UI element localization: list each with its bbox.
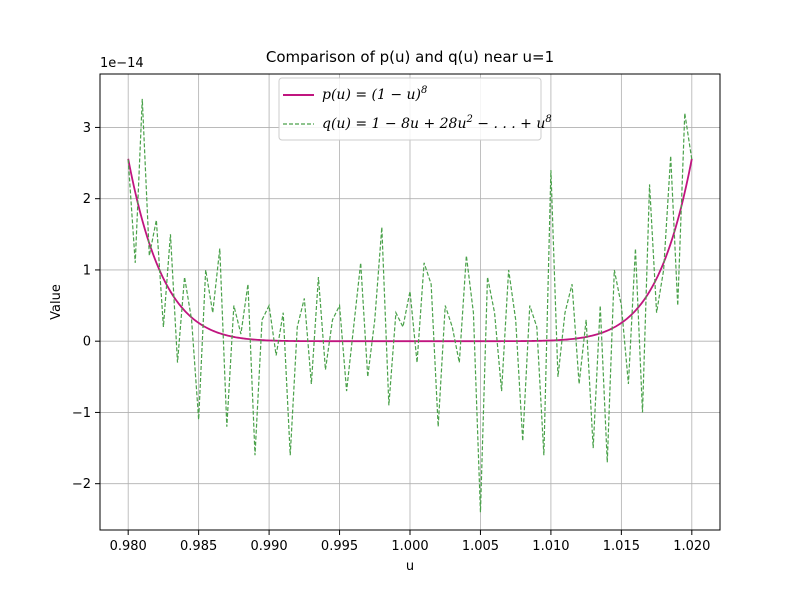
legend: p(u) = (1 − u)8 q(u) = 1 − 8u + 28u2 − .… (278, 77, 552, 141)
legend-label-q: q(u) = 1 − 8u + 28u2 − . . . + u8 (322, 114, 552, 132)
y-offset-label: 1e−14 (100, 56, 144, 71)
y-tick-label-4: 2 (83, 192, 91, 207)
y-tick-label-5: 3 (83, 121, 91, 136)
series-line-p (127, 158, 693, 343)
legend-box (278, 77, 542, 141)
series-line-q (127, 98, 693, 513)
y-tick-label-3: 1 (83, 263, 91, 278)
x-tick-label-5: 1.005 (462, 539, 499, 554)
x-tick-label-3: 0.995 (321, 539, 358, 554)
legend-label-p: p(u) = (1 − u)8 (322, 85, 427, 103)
x-tick-label-8: 1.020 (673, 539, 710, 554)
x-tick-label-6: 1.010 (532, 539, 569, 554)
x-tick-label-4: 1.000 (391, 539, 428, 554)
x-tick-label-0: 0.980 (110, 539, 147, 554)
chart-title: Comparison of p(u) and q(u) near u=1 (266, 48, 554, 66)
x-axis-label: u (406, 559, 414, 574)
x-tick-label-7: 1.015 (603, 539, 640, 554)
y-tick-label-1: −1 (72, 406, 91, 421)
x-tick-label-2: 0.990 (250, 539, 287, 554)
y-tick-label-0: −2 (72, 477, 91, 492)
x-tick-label-1: 0.985 (180, 539, 217, 554)
y-axis-label: Value (49, 284, 64, 320)
y-tick-label-2: 0 (83, 335, 91, 350)
